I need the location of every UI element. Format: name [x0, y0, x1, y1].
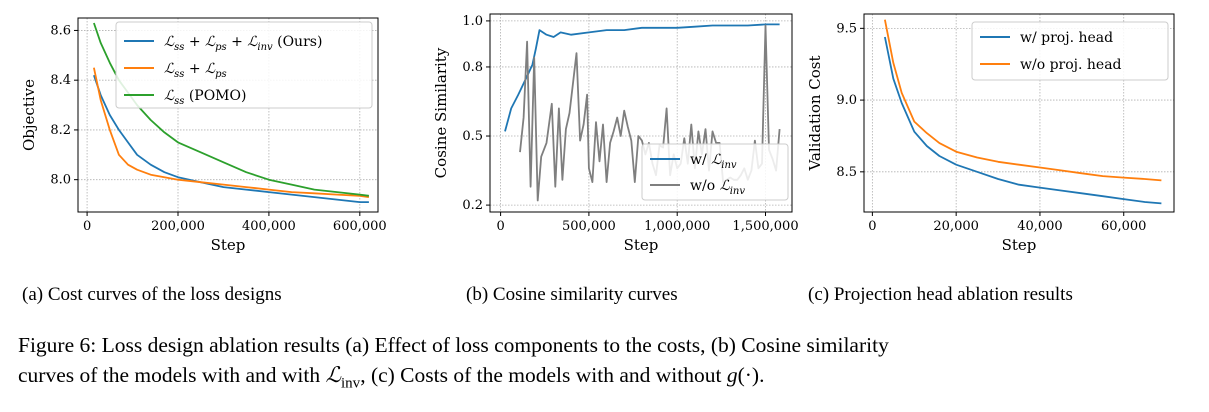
x-tick-label: 600,000 [333, 219, 387, 234]
subcaption-b: (b) Cosine similarity curves [466, 284, 678, 305]
x-tick-label: 500,000 [562, 219, 616, 234]
y-tick-label: 8.2 [50, 123, 71, 138]
series-line-c-0 [884, 36, 1162, 205]
y-axis-label: Validation Cost [806, 55, 824, 171]
legend-label-pomo: ℒss (POMO) [164, 88, 246, 107]
y-tick-label: 8.4 [50, 73, 71, 88]
series-line-a-1 [93, 67, 370, 198]
series-line-c-1 [884, 19, 1162, 182]
x-axis-label: Step [211, 236, 246, 254]
caption-line-2-mid: , (c) Costs of the models with and witho… [360, 363, 727, 387]
x-tick-label: 200,000 [151, 219, 205, 234]
caption-line-2-pre: curves of the models with and with [18, 363, 326, 387]
figure-caption: Figure 6: Loss design ablation results (… [18, 330, 1198, 398]
x-tick-label: 1,000,000 [644, 219, 710, 234]
x-axis-label: Step [1002, 236, 1037, 254]
caption-math-g: g(·) [726, 363, 760, 387]
plot-frame [863, 13, 1175, 213]
legend-label-ours: ℒss + ℒps + ℒinv (Ours) [164, 34, 322, 53]
plot-frame [489, 13, 793, 213]
legend-label-lss-lps: ℒss + ℒps [164, 61, 227, 80]
caption-line-1: Figure 6: Loss design ablation results (… [18, 333, 889, 357]
caption-line-2: curves of the models with and with ℒinv,… [18, 360, 1198, 398]
x-tick-label: 60,000 [1101, 219, 1147, 234]
panel-a: 0 200,000 400,000 600,000 8.0 8.2 8.4 8.6 Step Ob… [20, 17, 387, 254]
series-line-b-0 [504, 23, 780, 132]
legend-label-wo-proj: w/o proj. head [1020, 57, 1122, 73]
caption-line-2-end: . [759, 363, 765, 387]
x-tick-label: 0 [83, 219, 91, 234]
panel-c: 0 20,000 40,000 60,000 8.5 9.0 9.5 Step Validati… [806, 13, 1175, 254]
y-tick-label: 1.0 [462, 14, 483, 29]
series-line-a-0 [93, 74, 369, 204]
legend-box [971, 21, 1169, 81]
y-tick-label: 0.5 [462, 129, 483, 144]
y-tick-label: 9.0 [836, 93, 857, 108]
y-tick-label: 8.0 [50, 173, 71, 188]
x-tick-label: 400,000 [242, 219, 296, 234]
plot-frame [77, 17, 379, 213]
caption-math-linv: ℒinv [325, 363, 361, 392]
y-axis-label: Cosine Similarity [432, 47, 450, 178]
y-tick-label: 0.2 [462, 198, 483, 213]
legend-label-w-linv: w/ ℒinv [690, 152, 737, 171]
legend-label-w-proj: w/ proj. head [1020, 30, 1113, 46]
x-axis-label: Step [624, 236, 659, 254]
x-tick-label: 40,000 [1017, 219, 1063, 234]
y-tick-label: 8.6 [50, 23, 71, 38]
y-tick-label: 9.5 [836, 21, 857, 36]
y-tick-label: 8.5 [836, 165, 857, 180]
y-tick-label: 0.8 [462, 60, 483, 75]
subcaption-a: (a) Cost curves of the loss designs [22, 284, 282, 305]
legend-box [115, 21, 373, 109]
legend-label-wo-linv: w/o ℒinv [690, 178, 745, 197]
x-tick-label: 1,500,000 [732, 219, 798, 234]
subcaption-c: (c) Projection head ablation results [808, 284, 1073, 305]
x-tick-label: 0 [868, 219, 876, 234]
y-axis-label: Objective [20, 79, 38, 151]
x-tick-label: 20,000 [933, 219, 979, 234]
x-tick-label: 0 [496, 219, 504, 234]
panel-b: 0 500,000 1,000,000 1,500,000 0.2 0.5 0.8 1.0 St… [432, 13, 799, 254]
